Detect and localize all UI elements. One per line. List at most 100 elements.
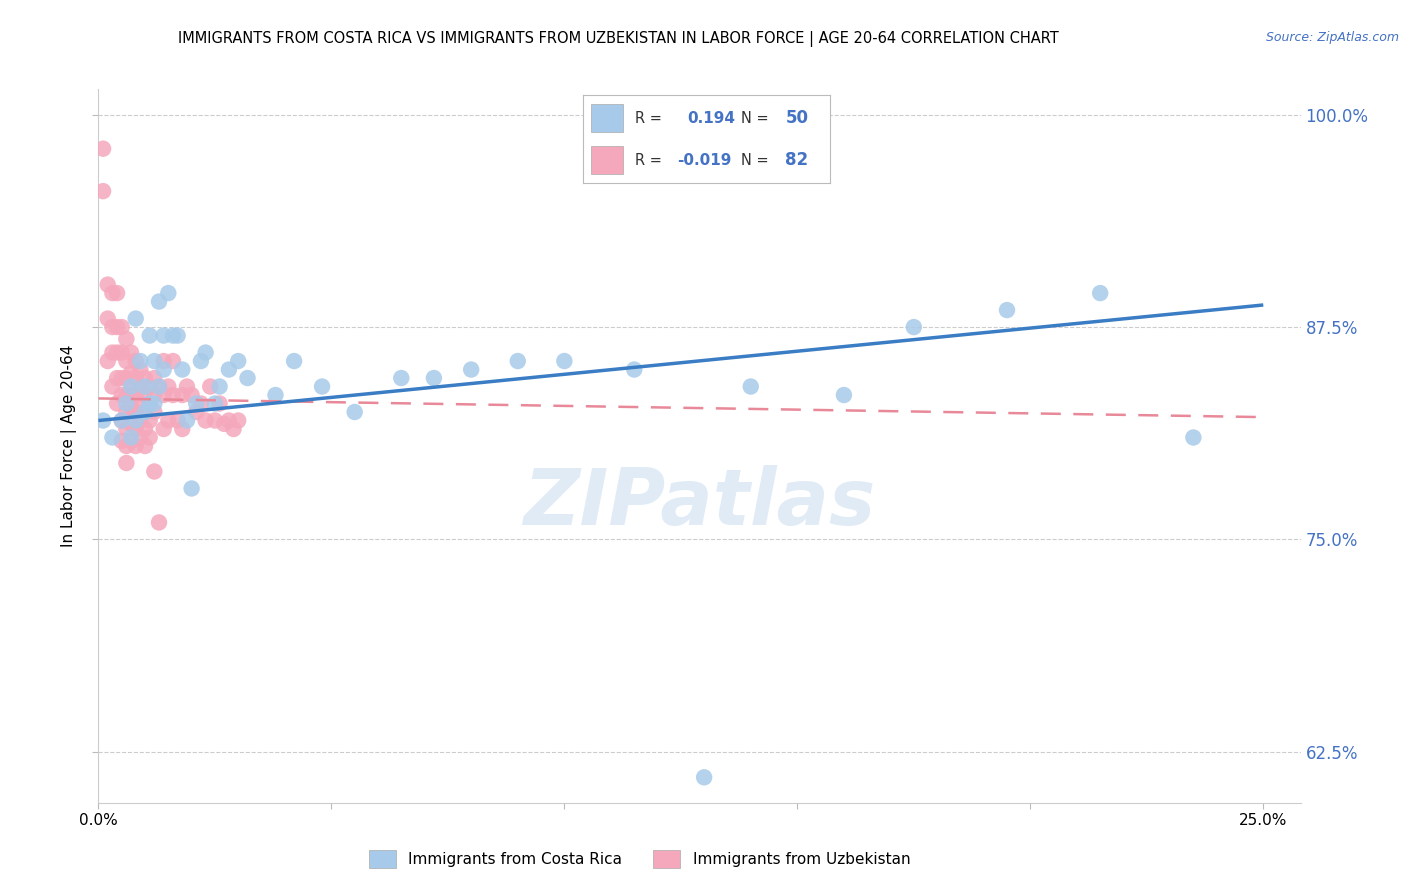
Text: Source: ZipAtlas.com: Source: ZipAtlas.com [1265, 31, 1399, 45]
Point [120, 383, 142, 397]
Text: 82: 82 [785, 151, 808, 169]
Point [138, 379, 160, 393]
Text: N =: N = [741, 111, 769, 126]
Point [162, 328, 184, 343]
Point [148, 516, 170, 530]
Point [111, 434, 134, 448]
Point [176, 413, 198, 427]
Point [166, 328, 188, 343]
Point [152, 354, 174, 368]
Point [143, 388, 166, 402]
Text: R =: R = [636, 153, 662, 168]
Point [218, 413, 240, 427]
Point [218, 362, 240, 376]
Point [125, 388, 148, 402]
Point [125, 439, 148, 453]
Point [115, 388, 138, 402]
Point [120, 417, 142, 431]
Point [115, 396, 138, 410]
Point [152, 422, 174, 436]
Point [134, 439, 156, 453]
Point [111, 320, 134, 334]
Point [152, 328, 174, 343]
Point [143, 396, 166, 410]
Point [148, 294, 170, 309]
FancyBboxPatch shape [591, 104, 623, 132]
Point [186, 405, 208, 419]
Point [138, 328, 160, 343]
Point [162, 354, 184, 368]
Text: R =: R = [636, 111, 662, 126]
Point [172, 422, 194, 436]
Point [222, 422, 245, 436]
Point [129, 379, 152, 393]
Point [138, 430, 160, 444]
Point [120, 400, 142, 414]
Point [138, 396, 160, 410]
Point [995, 303, 1018, 318]
Point [143, 354, 166, 368]
Point [97, 277, 120, 292]
Point [204, 413, 226, 427]
Text: 0.194: 0.194 [688, 111, 735, 126]
Legend: Immigrants from Costa Rica, Immigrants from Uzbekistan: Immigrants from Costa Rica, Immigrants f… [363, 845, 917, 874]
Point [111, 413, 134, 427]
Point [115, 405, 138, 419]
Point [134, 405, 156, 419]
Point [162, 388, 184, 402]
Point [125, 371, 148, 385]
Text: N =: N = [741, 153, 769, 168]
Point [105, 345, 128, 359]
Point [129, 354, 152, 368]
Point [115, 354, 138, 368]
Text: -0.019: -0.019 [678, 153, 731, 168]
Point [120, 366, 142, 380]
Point [129, 430, 152, 444]
Point [115, 332, 138, 346]
Point [111, 345, 134, 359]
Text: ZIPatlas: ZIPatlas [523, 465, 876, 541]
Point [194, 345, 217, 359]
Point [120, 345, 142, 359]
Point [91, 413, 114, 427]
Point [129, 362, 152, 376]
Point [115, 422, 138, 436]
Point [553, 354, 575, 368]
Point [125, 422, 148, 436]
Point [212, 417, 235, 431]
Text: 50: 50 [785, 109, 808, 128]
Point [740, 379, 762, 393]
Point [134, 371, 156, 385]
Point [115, 456, 138, 470]
Point [152, 362, 174, 376]
FancyBboxPatch shape [591, 146, 623, 174]
Point [129, 413, 152, 427]
Point [200, 379, 222, 393]
Point [120, 379, 142, 393]
Point [1088, 286, 1111, 301]
Point [134, 405, 156, 419]
Point [97, 354, 120, 368]
Point [204, 396, 226, 410]
Point [115, 439, 138, 453]
Point [111, 413, 134, 427]
Point [148, 379, 170, 393]
Point [97, 311, 120, 326]
Point [693, 770, 716, 784]
Point [460, 362, 482, 376]
Point [101, 430, 124, 444]
Point [166, 413, 188, 427]
Y-axis label: In Labor Force | Age 20-64: In Labor Force | Age 20-64 [60, 345, 77, 547]
Point [134, 379, 156, 393]
Point [506, 354, 529, 368]
Point [283, 354, 305, 368]
Point [120, 430, 142, 444]
Point [125, 405, 148, 419]
Point [157, 286, 180, 301]
Point [134, 388, 156, 402]
Point [208, 396, 231, 410]
Point [208, 379, 231, 393]
Point [101, 286, 124, 301]
Point [311, 379, 333, 393]
Point [125, 311, 148, 326]
